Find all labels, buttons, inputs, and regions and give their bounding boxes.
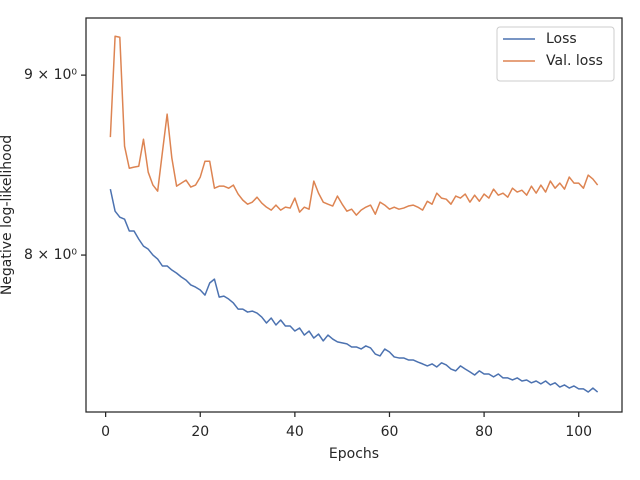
x-tick-label: 20 — [191, 424, 209, 440]
x-tick-label: 40 — [286, 424, 304, 440]
x-tick-label: 0 — [101, 424, 110, 440]
line-series — [109, 188, 599, 393]
y-tick-label: 9 × 10⁰ — [24, 67, 77, 83]
x-axis-label: Epochs — [329, 446, 379, 462]
y-axis-label: Negative log-likelihood — [0, 135, 15, 295]
legend-label: Loss — [546, 31, 577, 47]
x-tick-label: 60 — [381, 424, 399, 440]
plot-frame — [85, 17, 623, 413]
legend-box — [496, 26, 615, 82]
x-tick-label: 80 — [475, 424, 493, 440]
legend-label: Val. loss — [546, 53, 603, 69]
x-tick-label: 100 — [565, 424, 592, 440]
y-tick-label: 8 × 10⁰ — [24, 247, 77, 263]
line-series — [109, 35, 599, 216]
